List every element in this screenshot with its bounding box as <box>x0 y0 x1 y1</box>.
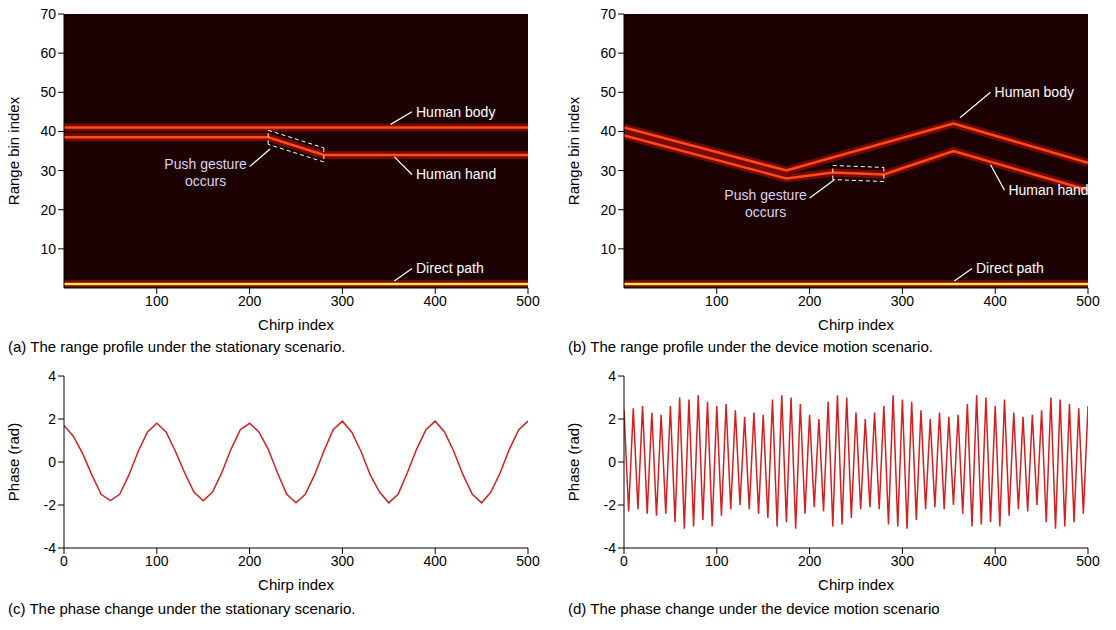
svg-text:4: 4 <box>608 368 616 384</box>
svg-text:Range bin index: Range bin index <box>5 96 22 205</box>
svg-text:500: 500 <box>516 293 540 309</box>
svg-text:Range bin index: Range bin index <box>565 96 582 205</box>
html-text:(b) The range profile under th: (b) The range profile under the device m… <box>568 338 933 355</box>
svg-text:Phase (rad): Phase (rad) <box>5 423 22 501</box>
svg-text:Human body: Human body <box>995 84 1074 100</box>
svg-text:500: 500 <box>1076 293 1100 309</box>
html-text:(a) The range profile under th: (a) The range profile under the stationa… <box>8 338 346 355</box>
svg-text:0: 0 <box>60 553 68 569</box>
svg-text:Chirp index: Chirp index <box>818 576 894 593</box>
svg-text:400: 400 <box>984 553 1008 569</box>
svg-text:Human body: Human body <box>416 104 495 120</box>
svg-text:70: 70 <box>40 6 56 22</box>
svg-text:100: 100 <box>705 553 729 569</box>
svg-text:-2: -2 <box>604 497 617 513</box>
svg-text:200: 200 <box>798 293 822 309</box>
svg-text:60: 60 <box>600 45 616 61</box>
svg-text:300: 300 <box>891 293 915 309</box>
svg-text:10: 10 <box>40 241 56 257</box>
html-text:(d) The phase change under the: (d) The phase change under the device mo… <box>568 600 940 617</box>
svg-text:300: 300 <box>331 293 355 309</box>
svg-text:200: 200 <box>798 553 822 569</box>
svg-text:20: 20 <box>600 202 616 218</box>
svg-text:10: 10 <box>600 241 616 257</box>
svg-text:Phase (rad): Phase (rad) <box>565 423 582 501</box>
svg-text:40: 40 <box>600 123 616 139</box>
svg-text:-4: -4 <box>44 540 57 556</box>
svg-text:200: 200 <box>238 553 262 569</box>
svg-text:Direct path: Direct path <box>976 260 1044 276</box>
svg-text:Chirp index: Chirp index <box>818 316 894 333</box>
svg-text:100: 100 <box>145 293 169 309</box>
svg-text:50: 50 <box>600 84 616 100</box>
svg-text:0: 0 <box>48 454 56 470</box>
svg-text:400: 400 <box>984 293 1008 309</box>
svg-text:40: 40 <box>40 123 56 139</box>
svg-text:30: 30 <box>600 163 616 179</box>
svg-text:70: 70 <box>600 6 616 22</box>
svg-text:Human hand: Human hand <box>416 166 496 182</box>
svg-text:400: 400 <box>424 553 448 569</box>
svg-text:occurs: occurs <box>185 173 226 189</box>
svg-text:Human hand: Human hand <box>1008 182 1088 198</box>
svg-text:4: 4 <box>48 368 56 384</box>
svg-text:0: 0 <box>620 553 628 569</box>
svg-text:Push gesture: Push gesture <box>724 187 807 203</box>
svg-text:0: 0 <box>608 454 616 470</box>
svg-text:300: 300 <box>331 553 355 569</box>
html-text:(c) The phase change under the: (c) The phase change under the stationar… <box>8 600 356 617</box>
svg-text:300: 300 <box>891 553 915 569</box>
svg-text:200: 200 <box>238 293 262 309</box>
svg-text:occurs: occurs <box>745 204 786 220</box>
svg-text:500: 500 <box>516 553 540 569</box>
svg-text:2: 2 <box>608 411 616 427</box>
svg-text:Chirp index: Chirp index <box>258 576 334 593</box>
svg-text:-2: -2 <box>44 497 57 513</box>
svg-text:30: 30 <box>40 163 56 179</box>
svg-text:2: 2 <box>48 411 56 427</box>
svg-text:Direct path: Direct path <box>416 260 484 276</box>
svg-text:Chirp index: Chirp index <box>258 316 334 333</box>
svg-text:100: 100 <box>145 553 169 569</box>
svg-text:400: 400 <box>424 293 448 309</box>
svg-text:-4: -4 <box>604 540 617 556</box>
svg-text:20: 20 <box>40 202 56 218</box>
svg-text:Push gesture: Push gesture <box>164 156 247 172</box>
svg-text:60: 60 <box>40 45 56 61</box>
svg-text:50: 50 <box>40 84 56 100</box>
svg-text:500: 500 <box>1076 553 1100 569</box>
svg-text:100: 100 <box>705 293 729 309</box>
